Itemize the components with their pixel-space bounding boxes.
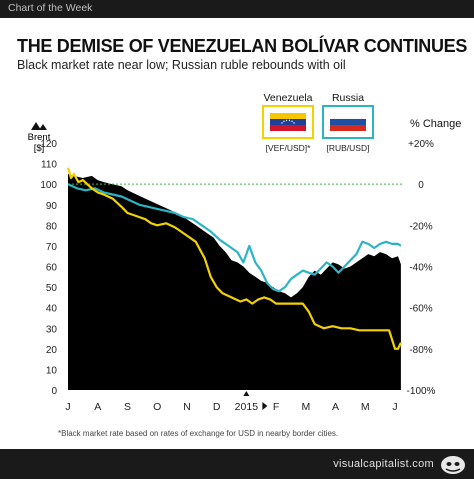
year-arrow-icon [262, 402, 268, 410]
oil-drop-icon-small [39, 124, 47, 130]
y-right-tick-label: 0 [418, 180, 424, 191]
y-left-tick-label: 90 [46, 201, 58, 212]
y-left-tick-label: 70 [46, 242, 58, 253]
x-tick-label: D [213, 401, 221, 413]
venezuela-flag-icon [270, 113, 306, 131]
y-left-tick-label: 40 [46, 304, 58, 315]
legend-russia-label: Russia [331, 92, 365, 104]
y-left-tick-label: 100 [40, 180, 57, 191]
y-right-tick-label: -100% [407, 386, 436, 397]
legend-venezuela-code: [VEF/USD]* [265, 143, 311, 153]
y-left-tick-label: 50 [46, 283, 58, 294]
legend-venezuela-label: Venezuela [263, 92, 313, 104]
header-label: Chart of the Week [8, 2, 93, 14]
y-left-tick-label: 120 [40, 139, 57, 150]
series-venezuela-line [66, 167, 402, 350]
x-tick-label: 2015 [235, 401, 259, 413]
right-axis-title: % Change [410, 118, 462, 130]
y-left-tick-label: 60 [46, 263, 58, 274]
legend-russia-code: [RUB/USD] [326, 143, 370, 153]
chart-title: THE DEMISE OF VENEZUELAN BOLÍVAR CONTINU… [17, 36, 468, 56]
header-bar: Chart of the Week [0, 0, 474, 18]
chart-subtitle: Black market rate near low; Russian rubl… [17, 58, 346, 72]
russia-flag-icon [330, 113, 366, 131]
x-tick-label: A [332, 401, 339, 413]
footer-bar: visualcapitalist.com [0, 449, 474, 479]
brent-axis-title: Brent [$] [28, 122, 51, 154]
brand-logo-icon [441, 456, 465, 474]
footer-brand: visualcapitalist.com [333, 458, 434, 470]
brent-axis-title-line2: [$] [34, 143, 45, 154]
series-russia-line [67, 183, 402, 293]
y-right-tick-label: +20% [408, 139, 434, 150]
y-left-tick-label: 80 [46, 221, 58, 232]
y-left-tick-label: 30 [46, 324, 58, 335]
x-tick-label: M [361, 401, 370, 413]
year-marker-icon [243, 391, 250, 396]
x-tick-label: F [273, 401, 279, 413]
x-tick-label: O [153, 401, 161, 413]
y-left-tick-label: 0 [51, 386, 57, 397]
x-tick-label: J [392, 401, 397, 413]
y-right-tick-label: -40% [409, 263, 432, 274]
oil-drop-icon [31, 122, 41, 130]
brent-axis-title-line1: Brent [28, 132, 51, 143]
series-brent-area [68, 173, 401, 390]
x-tick-label: J [65, 401, 70, 413]
y-left-tick-label: 110 [41, 160, 57, 171]
y-left-tick-label: 20 [46, 345, 58, 356]
legend-russia-swatch [322, 105, 374, 139]
y-right-tick-label: -20% [409, 221, 432, 232]
y-right-tick-label: -60% [409, 304, 432, 315]
x-tick-label: N [183, 401, 191, 413]
y-right-tick-label: -80% [409, 345, 432, 356]
x-tick-label: A [94, 401, 101, 413]
y-left-tick-label: 10 [46, 365, 58, 376]
footnote: *Black market rate based on rates of exc… [58, 429, 339, 438]
legend-venezuela-swatch [262, 105, 314, 139]
x-tick-label: M [301, 401, 310, 413]
x-tick-label: S [124, 401, 131, 413]
